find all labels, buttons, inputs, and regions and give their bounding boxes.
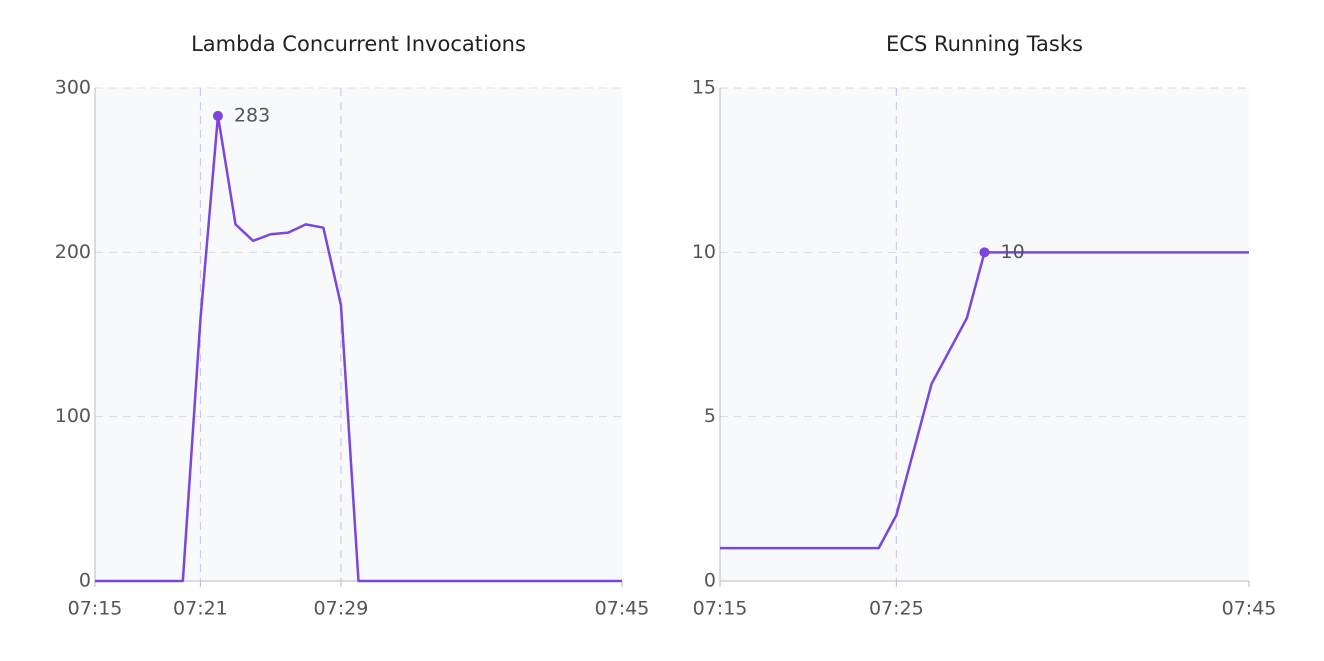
y-tick-label: 15 xyxy=(692,77,716,99)
y-tick-label: 200 xyxy=(55,241,91,263)
y-tick-label: 10 xyxy=(692,241,716,263)
y-tick-label: 5 xyxy=(704,405,716,427)
x-tick-label: 07:45 xyxy=(595,598,650,620)
annotation-label: 283 xyxy=(234,104,270,126)
annotation-dot xyxy=(212,110,223,121)
x-tick-label: 07:29 xyxy=(314,598,369,620)
plot-area xyxy=(720,88,1249,581)
series-line xyxy=(95,114,622,583)
x-tick-label: 07:15 xyxy=(693,598,748,620)
x-tick-label: 07:25 xyxy=(869,598,924,620)
x-tick-label: 07:21 xyxy=(173,598,228,620)
chart-title: Lambda Concurrent Invocations xyxy=(191,32,526,56)
y-tick-label: 0 xyxy=(704,570,716,592)
y-tick-label: 100 xyxy=(55,405,91,427)
plot-area xyxy=(95,88,622,581)
y-tick-label: 0 xyxy=(79,570,91,592)
y-tick-label: 300 xyxy=(55,77,91,99)
x-tick-label: 07:45 xyxy=(1222,598,1277,620)
chart-title: ECS Running Tasks xyxy=(886,32,1083,56)
annotation-dot xyxy=(979,247,990,258)
annotation-label: 10 xyxy=(1001,241,1025,263)
x-tick-label: 07:15 xyxy=(68,598,123,620)
